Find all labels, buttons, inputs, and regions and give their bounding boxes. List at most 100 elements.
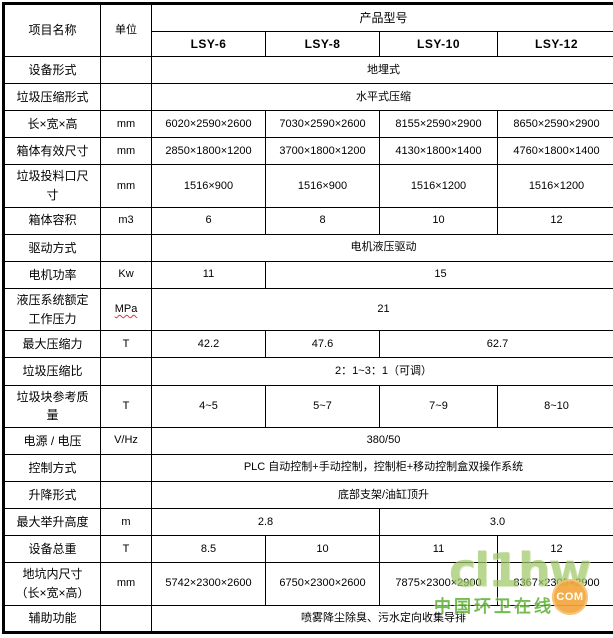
value-cell: 12 [496, 206, 613, 235]
row-unit [100, 453, 152, 483]
col-header-unit: 单位 [100, 3, 152, 57]
row-label: 最大举升高度 [3, 508, 101, 537]
row-unit: T [100, 384, 152, 428]
row-label: 箱体有效尺寸 [3, 137, 101, 166]
table-row: 垃圾投料口尺寸 mm 1516×900 1516×900 1516×1200 1516×1… [3, 164, 613, 208]
row-label: 设备总重 [3, 535, 101, 564]
value-cell: 21 [150, 287, 613, 332]
row-label: 电源 / 电压 [3, 426, 101, 455]
row-unit: T [100, 535, 152, 564]
value-cell: 4760×1800×1400 [496, 137, 613, 166]
row-unit: mm [100, 164, 152, 208]
header-row-top: 项目名称 单位 产品型号 [3, 3, 613, 57]
value-cell: 3.0 [378, 508, 613, 537]
value-cell: 8 [265, 206, 380, 235]
model-column-header: LSY-12 [496, 31, 613, 57]
row-unit: m3 [100, 206, 152, 235]
row-label: 电机功率 [3, 260, 101, 290]
table-row: 垃圾块参考质量 T 4~5 5~7 7~9 8~10 [3, 384, 613, 428]
value-cell: 8155×2590×2900 [379, 110, 498, 139]
value-cell: 2：1~3：1（可调） [150, 357, 613, 386]
table-row: 升降形式 底部支架/油缸顶升 [3, 481, 613, 510]
value-cell: PLC 自动控制+手动控制，控制柜+移动控制盒双操作系统 [150, 453, 613, 483]
value-cell: 6750×2300×2600 [265, 562, 380, 606]
value-cell: 10 [379, 206, 498, 235]
value-cell: 62.7 [378, 330, 613, 359]
table-row: 电机功率 Kw 11 15 [3, 260, 613, 290]
row-label: 地坑内尺寸（长×宽×高） [3, 562, 101, 606]
value-cell: 4~5 [151, 384, 266, 428]
table-row: 最大举升高度 m 2.8 3.0 [3, 508, 613, 537]
value-cell: 8650×2590×2900 [496, 110, 613, 139]
value-cell: 2850×1800×1200 [151, 137, 266, 166]
row-label: 长×宽×高 [3, 110, 101, 139]
value-cell: 47.6 [265, 330, 380, 359]
value-cell: 7875×2300×2900 [379, 562, 498, 606]
row-unit: T [100, 330, 152, 359]
col-header-item-name: 项目名称 [3, 3, 101, 57]
row-label: 液压系统额定工作压力 [3, 287, 101, 332]
header-row-models: LSY-6 LSY-8 LSY-10 LSY-12 [4, 31, 613, 57]
table-row: 地坑内尺寸（长×宽×高） mm 5742×2300×2600 6750×2300×26… [3, 562, 613, 606]
row-label: 辅助功能 [3, 604, 101, 634]
row-unit: m [100, 508, 152, 537]
spec-table-body: 设备形式 地埋式 垃圾压缩形式 水平式压缩 长×宽×高 mm 6020×2590×2600 7… [3, 55, 613, 634]
row-label: 升降形式 [3, 481, 101, 510]
value-cell: 42.2 [151, 330, 266, 359]
value-cell: 2.8 [151, 508, 380, 537]
value-cell: 6 [151, 206, 266, 235]
row-unit [100, 83, 152, 112]
table-row: 最大压缩力 T 42.2 47.6 62.7 [3, 330, 613, 359]
row-label: 设备形式 [3, 55, 101, 85]
value-cell: 7030×2590×2600 [265, 110, 380, 139]
value-cell: 8~10 [496, 384, 613, 428]
row-unit: V/Hz [100, 426, 152, 455]
table-row: 箱体容积 m3 6 8 10 12 [3, 206, 613, 235]
row-label: 垃圾压缩形式 [3, 83, 101, 112]
value-cell: 380/50 [150, 426, 613, 455]
value-cell: 5742×2300×2600 [151, 562, 266, 606]
model-column-header: LSY-8 [265, 31, 380, 57]
table-row: 长×宽×高 mm 6020×2590×2600 7030×2590×2600 8155×… [3, 110, 613, 139]
value-cell: 8367×2300×2900 [496, 562, 613, 606]
row-unit [100, 233, 152, 262]
table-row: 电源 / 电压 V/Hz 380/50 [3, 426, 613, 455]
value-cell: 11 [151, 260, 266, 290]
row-unit [100, 604, 152, 634]
table-row: 驱动方式 电机液压驱动 [3, 233, 613, 262]
row-unit: mm [100, 110, 152, 139]
unit-text-wavy: MPa [114, 303, 138, 316]
table-row: 控制方式 PLC 自动控制+手动控制，控制柜+移动控制盒双操作系统 [3, 453, 613, 483]
value-cell: 水平式压缩 [150, 83, 613, 112]
table-row: 液压系统额定工作压力 MPa 21 [3, 287, 613, 332]
table-row: 辅助功能 喷雾降尘除臭、污水定向收集导排 [3, 604, 613, 634]
col-header-product-model: 产品型号 [150, 3, 613, 32]
row-unit: mm [100, 562, 152, 606]
model-column-header: LSY-6 [151, 31, 266, 57]
model-column-header: LSY-10 [379, 31, 498, 57]
value-cell: 3700×1800×1200 [265, 137, 380, 166]
value-cell: 6020×2590×2600 [151, 110, 266, 139]
row-label: 垃圾投料口尺寸 [3, 164, 101, 208]
value-cell: 8.5 [151, 535, 266, 564]
value-cell: 1516×900 [265, 164, 380, 208]
value-cell: 1516×1200 [496, 164, 613, 208]
value-cell: 电机液压驱动 [150, 233, 613, 262]
row-label: 最大压缩力 [3, 330, 101, 359]
row-label: 驱动方式 [3, 233, 101, 262]
row-unit [100, 357, 152, 386]
row-unit: mm [100, 137, 152, 166]
value-cell: 12 [496, 535, 613, 564]
table-row: 垃圾压缩形式 水平式压缩 [3, 83, 613, 112]
value-cell: 1516×1200 [379, 164, 498, 208]
row-unit: MPa [100, 287, 152, 332]
value-cell: 10 [265, 535, 380, 564]
row-label: 垃圾压缩比 [3, 357, 101, 386]
table-row: 垃圾压缩比 2：1~3：1（可调） [3, 357, 613, 386]
row-label: 垃圾块参考质量 [3, 384, 101, 428]
row-unit [100, 55, 152, 85]
value-cell: 4130×1800×1400 [379, 137, 498, 166]
row-label: 控制方式 [3, 453, 101, 483]
